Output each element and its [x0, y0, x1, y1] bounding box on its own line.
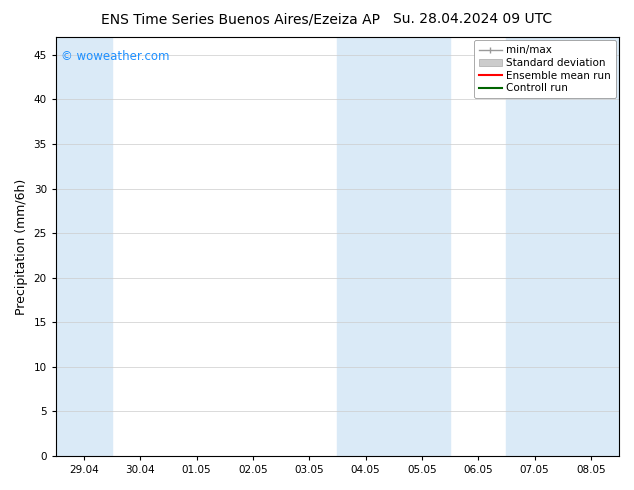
- Y-axis label: Precipitation (mm/6h): Precipitation (mm/6h): [15, 178, 28, 315]
- Text: Su. 28.04.2024 09 UTC: Su. 28.04.2024 09 UTC: [393, 12, 552, 26]
- Bar: [56, 37, 112, 456]
- Text: ENS Time Series Buenos Aires/Ezeiza AP: ENS Time Series Buenos Aires/Ezeiza AP: [101, 12, 380, 26]
- Bar: [337, 37, 450, 456]
- Bar: [507, 37, 619, 456]
- Text: © woweather.com: © woweather.com: [61, 49, 170, 63]
- Legend: min/max, Standard deviation, Ensemble mean run, Controll run: min/max, Standard deviation, Ensemble me…: [474, 40, 616, 98]
